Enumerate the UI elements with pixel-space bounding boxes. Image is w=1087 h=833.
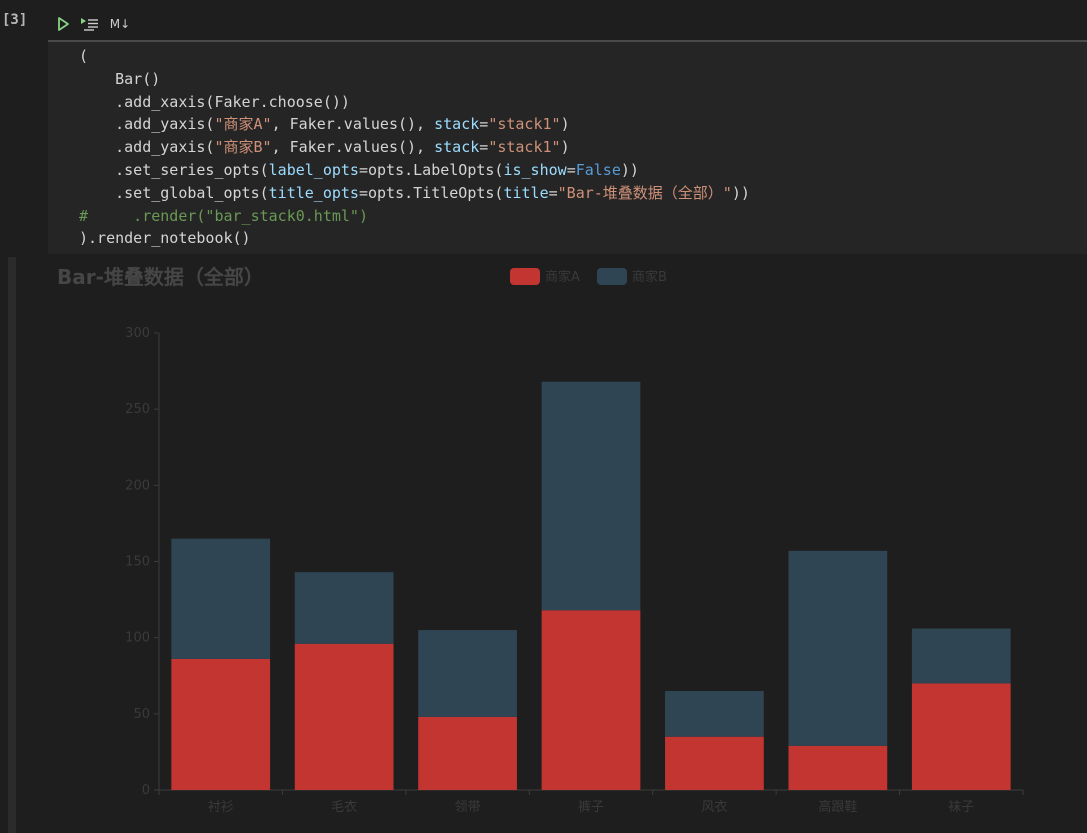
code-token: .add_yaxis( (79, 138, 215, 157)
code-token: title (503, 183, 549, 202)
x-tick-label: 裤子 (578, 800, 604, 815)
code-editor[interactable]: ( Bar() .add_xaxis(Faker.choose()) .add_… (79, 45, 750, 250)
y-tick-label: 0 (142, 783, 150, 798)
code-token: is_show (503, 160, 567, 179)
code-token: =opts.TitleOpts( (358, 183, 504, 202)
code-line: ( (79, 47, 88, 65)
bar-series-a[interactable] (665, 736, 764, 790)
code-token: title_opts (268, 183, 359, 202)
code-token: = (548, 183, 558, 202)
code-token: label_opts (268, 160, 359, 179)
play-icon[interactable] (54, 14, 72, 34)
code-token: Bar() (79, 69, 161, 88)
legend-label[interactable]: 商家A (545, 269, 580, 285)
bar-series-a[interactable] (294, 643, 394, 790)
markdown-toggle-button[interactable]: M↓ (109, 17, 131, 31)
output-collapse-bar[interactable] (8, 257, 16, 833)
code-line: ).render_notebook() (79, 229, 251, 247)
code-cell[interactable]: M↓ ( Bar() .add_xaxis(Faker.choose()) .a… (48, 9, 1087, 254)
code-token: ) (560, 115, 570, 134)
y-tick-label: 150 (125, 555, 150, 570)
y-tick-label: 100 (125, 631, 150, 646)
x-tick-label: 毛衣 (331, 799, 357, 815)
code-token: = (479, 138, 489, 157)
code-token: .set_global_opts( (79, 183, 269, 202)
chart-legend: 商家A 商家B (510, 268, 667, 285)
y-tick-label: 250 (125, 402, 150, 417)
code-token: = (566, 160, 576, 179)
code-line: .set_global_opts(title_opts=opts.TitleOp… (79, 184, 750, 202)
code-token: .add_yaxis( (79, 115, 215, 134)
code-token: .set_series_opts( (79, 160, 269, 179)
code-line: .add_yaxis("商家A", Faker.values(), stack=… (79, 115, 570, 134)
code-token: "商家B" (214, 138, 272, 157)
code-token: stack (434, 115, 480, 134)
code-token: .add_xaxis(Faker.choose()) (79, 92, 350, 111)
code-token: =opts.LabelOpts( (358, 160, 504, 179)
code-token: stack (434, 138, 480, 157)
bar-series-a[interactable] (171, 658, 271, 790)
code-token: ( (79, 47, 89, 65)
x-tick-label: 高跟鞋 (818, 799, 857, 815)
bar-series-a[interactable] (788, 745, 888, 790)
chart-bars (171, 381, 1011, 790)
stacked-bar-chart: Bar-堆叠数据（全部） 商家A 商家B 0 50 100 150 200 250 300 衬衫… (57, 265, 1024, 815)
chart-title: Bar-堆叠数据（全部） (57, 265, 264, 289)
run-below-icon[interactable] (80, 14, 100, 34)
code-line: .add_yaxis("商家B", Faker.values(), stack=… (79, 138, 570, 157)
bar-series-b[interactable] (541, 381, 641, 611)
bar-series-b[interactable] (788, 550, 888, 746)
code-token: )) (731, 183, 750, 202)
code-line: # .render("bar_stack0.html") (79, 207, 368, 225)
cell-output: Bar-堆叠数据（全部） 商家A 商家B 0 50 100 150 200 250 300 衬衫… (20, 256, 1087, 833)
bar-series-b[interactable] (418, 630, 517, 717)
x-tick-label: 领带 (455, 800, 481, 815)
code-token: ) (560, 138, 570, 157)
code-token: )) (620, 160, 639, 179)
cell-toolbar: M↓ (48, 9, 1087, 42)
code-token: , Faker.values(), (271, 115, 435, 134)
code-token: , Faker.values(), (271, 138, 435, 157)
code-token: = (479, 115, 489, 134)
bar-series-b[interactable] (294, 572, 394, 644)
x-tick-label: 袜子 (948, 800, 974, 815)
code-token: False (575, 160, 621, 179)
bar-series-a[interactable] (418, 716, 517, 790)
x-tick-label: 衬衫 (208, 800, 234, 815)
y-tick-label: 200 (125, 478, 150, 493)
x-tick-label: 风衣 (701, 799, 727, 815)
legend-label[interactable]: 商家B (632, 269, 667, 285)
legend-swatch[interactable] (510, 268, 540, 285)
bar-series-b[interactable] (665, 690, 764, 737)
code-token: "stack1" (488, 115, 561, 134)
code-token: "商家A" (214, 115, 272, 134)
code-token: "stack1" (488, 138, 561, 157)
bar-series-a[interactable] (911, 683, 1011, 790)
code-line: .add_xaxis(Faker.choose()) (79, 93, 350, 111)
bar-series-a[interactable] (541, 610, 641, 790)
y-tick-label: 50 (133, 707, 150, 722)
legend-swatch[interactable] (597, 268, 627, 285)
bar-series-b[interactable] (171, 538, 271, 659)
code-line: .set_series_opts(label_opts=opts.LabelOp… (79, 161, 639, 179)
code-token: "Bar-堆叠数据（全部）" (557, 183, 732, 202)
code-token: # .render("bar_stack0.html") (79, 206, 368, 225)
bar-series-b[interactable] (911, 628, 1011, 684)
execution-count: [3] (2, 12, 28, 28)
code-line: Bar() (79, 70, 160, 88)
code-token: ).render_notebook() (79, 229, 251, 248)
y-tick-label: 300 (125, 326, 150, 341)
